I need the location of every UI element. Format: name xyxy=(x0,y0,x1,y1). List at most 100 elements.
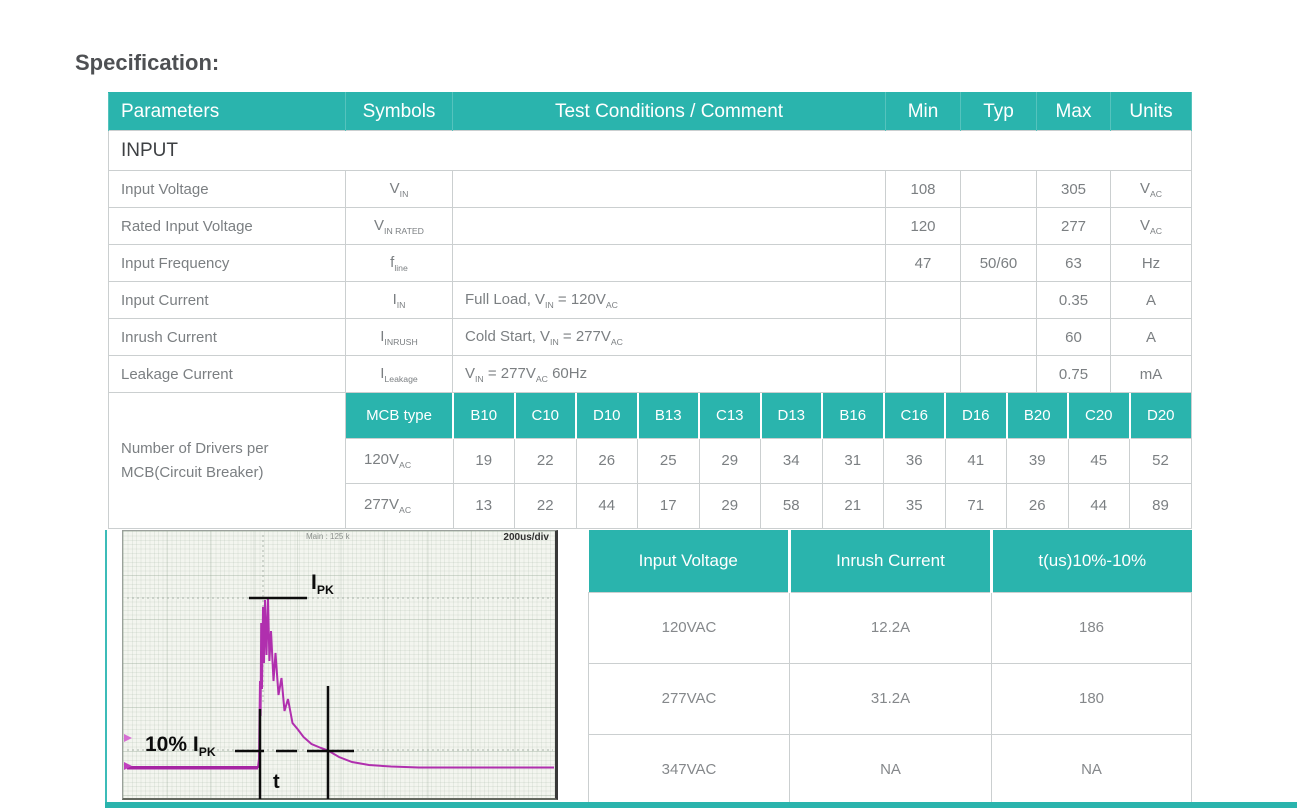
units-cell: A xyxy=(1110,281,1192,319)
mcb-value: 41 xyxy=(944,437,1007,484)
col-header-min: Min xyxy=(885,92,961,131)
condition-cell xyxy=(452,244,886,282)
table-row: Input Current IIN Full Load, VIN = 120VA… xyxy=(108,281,1192,319)
table-row: Rated Input Voltage VIN RATED 120 277 VA… xyxy=(108,207,1192,245)
mcb-label-cell: Number of Drivers per MCB(Circuit Breake… xyxy=(108,392,346,529)
time-cell: 186 xyxy=(991,591,1192,664)
scope-main-label: Main : 125 k xyxy=(306,532,350,541)
table-row: 120VAC 12.2A 186 xyxy=(588,591,1192,664)
inrush-current-trace xyxy=(127,596,554,769)
min-cell: 120 xyxy=(885,207,961,245)
table-row: Inrush Current IINRUSH Cold Start, VIN =… xyxy=(108,318,1192,356)
max-cell: 277 xyxy=(1036,207,1111,245)
mcb-col-header: B10 xyxy=(452,393,516,439)
units-cell: VAC xyxy=(1110,207,1192,245)
table-row: Input Frequency fline 47 50/60 63 Hz xyxy=(108,244,1192,282)
condition-cell: VIN = 277VAC 60Hz xyxy=(452,355,886,393)
spec-table: Parameters Symbols Test Conditions / Com… xyxy=(108,92,1192,529)
max-cell: 305 xyxy=(1036,170,1111,208)
col-header-symbols: Symbols xyxy=(345,92,453,131)
scope-timebase-label: 200us/div xyxy=(503,532,549,543)
mcb-data-row: 120VAC 19 22 26 25 29 34 31 36 41 39 45 … xyxy=(346,437,1191,484)
mcb-header-row: MCB type B10 C10 D10 B13 C13 D13 B16 C16… xyxy=(346,393,1191,439)
min-cell: 108 xyxy=(885,170,961,208)
mcb-row-label: 277VAC xyxy=(346,482,454,528)
mcb-col-header: C16 xyxy=(882,393,946,439)
mcb-value: 22 xyxy=(514,437,577,484)
mcb-col-header: B16 xyxy=(821,393,885,439)
symbol-cell: ILeakage xyxy=(345,355,453,393)
inrush-summary-table: Input Voltage Inrush Current t(us)10%-10… xyxy=(588,530,1192,806)
section-left-border xyxy=(105,530,107,802)
param-cell: Input Frequency xyxy=(108,244,346,282)
units-cell: Hz xyxy=(1110,244,1192,282)
param-cell: Leakage Current xyxy=(108,355,346,393)
mcb-col-header: C10 xyxy=(513,393,577,439)
inrush-header-row: Input Voltage Inrush Current t(us)10%-10… xyxy=(588,530,1192,593)
col-header-time: t(us)10%-10% xyxy=(990,530,1192,593)
mcb-value: 34 xyxy=(760,437,823,484)
mcb-value: 25 xyxy=(637,437,700,484)
mcb-value: 26 xyxy=(575,437,638,484)
mcb-col-header: MCB type xyxy=(346,393,454,439)
col-header-max: Max xyxy=(1036,92,1111,131)
mcb-value: 45 xyxy=(1067,437,1130,484)
mcb-table: MCB type B10 C10 D10 B13 C13 D13 B16 C16… xyxy=(346,393,1191,528)
mcb-value: 89 xyxy=(1129,482,1191,528)
mcb-nested-cell: MCB type B10 C10 D10 B13 C13 D13 B16 C16… xyxy=(345,392,1192,529)
mcb-value: 31 xyxy=(821,437,884,484)
ground-marker-icon xyxy=(124,762,132,770)
ten-percent-peak-label: 10% IPK xyxy=(145,733,216,760)
time-cell: 180 xyxy=(991,662,1192,735)
table-row: 277VAC 31.2A 180 xyxy=(588,662,1192,735)
typ-cell xyxy=(960,170,1037,208)
condition-cell xyxy=(452,207,886,245)
mcb-data-row: 277VAC 13 22 44 17 29 58 21 35 71 26 44 … xyxy=(346,482,1191,528)
mcb-col-header: D13 xyxy=(759,393,823,439)
units-cell: mA xyxy=(1110,355,1192,393)
mcb-value: 44 xyxy=(575,482,638,528)
mcb-value: 29 xyxy=(698,437,761,484)
max-cell: 60 xyxy=(1036,318,1111,356)
param-cell: Input Current xyxy=(108,281,346,319)
time-cell: NA xyxy=(991,733,1192,806)
col-header-parameters: Parameters xyxy=(108,92,346,131)
mcb-col-header: D16 xyxy=(944,393,1008,439)
current-cell: 12.2A xyxy=(789,591,992,664)
voltage-cell: 120VAC xyxy=(588,591,790,664)
mcb-value: 21 xyxy=(821,482,884,528)
units-cell: VAC xyxy=(1110,170,1192,208)
units-cell: A xyxy=(1110,318,1192,356)
mcb-value: 17 xyxy=(637,482,700,528)
param-cell: Input Voltage xyxy=(108,170,346,208)
condition-cell xyxy=(452,170,886,208)
symbol-cell: fline xyxy=(345,244,453,282)
mcb-col-header: C13 xyxy=(698,393,762,439)
page-title: Specification: xyxy=(75,50,220,75)
inrush-waveform-image: Main : 125 k 200us/div IPK 10% IPK t xyxy=(122,530,558,800)
param-cell: Inrush Current xyxy=(108,318,346,356)
symbol-cell: VIN RATED xyxy=(345,207,453,245)
section-row-input: INPUT xyxy=(108,130,1192,171)
min-cell xyxy=(885,318,961,356)
mcb-value: 13 xyxy=(452,482,515,528)
condition-cell: Full Load, VIN = 120VAC xyxy=(452,281,886,319)
min-cell xyxy=(885,281,961,319)
table-row: 347VAC NA NA xyxy=(588,733,1192,806)
mcb-value: 52 xyxy=(1129,437,1191,484)
mcb-col-header: C20 xyxy=(1067,393,1131,439)
max-cell: 63 xyxy=(1036,244,1111,282)
mcb-col-header: D10 xyxy=(575,393,639,439)
mcb-value: 19 xyxy=(452,437,515,484)
trigger-marker-icon xyxy=(124,734,132,742)
col-header-input-voltage: Input Voltage xyxy=(588,530,790,593)
mcb-value: 36 xyxy=(883,437,946,484)
mcb-value: 58 xyxy=(760,482,823,528)
mcb-col-header: B13 xyxy=(636,393,700,439)
mcb-value: 35 xyxy=(883,482,946,528)
max-cell: 0.75 xyxy=(1036,355,1111,393)
mcb-col-header: D20 xyxy=(1128,393,1191,439)
waveform-plot xyxy=(124,535,554,799)
mcb-value: 39 xyxy=(1006,437,1069,484)
table-row: Leakage Current ILeakage VIN = 277VAC 60… xyxy=(108,355,1192,393)
